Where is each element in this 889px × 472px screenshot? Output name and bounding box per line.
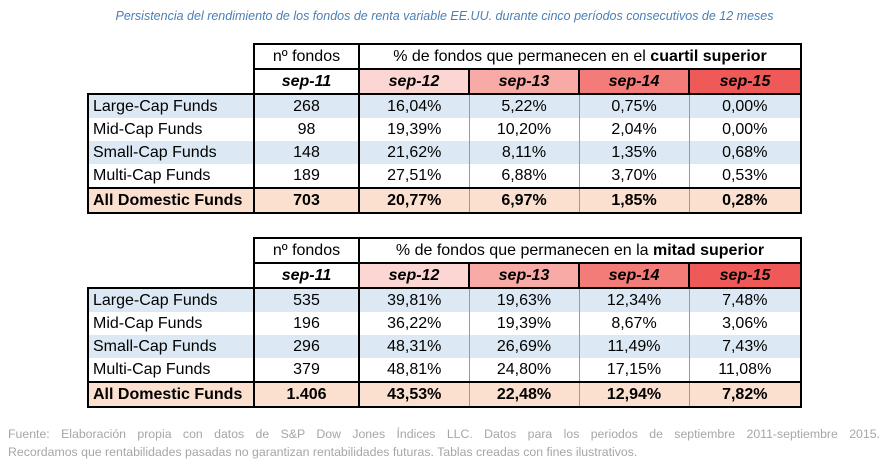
source-note: Fuente: Elaboración propia con datos de … — [8, 425, 880, 461]
row-label: Mid-Cap Funds — [87, 312, 255, 335]
year-header-sep-15: sep-15 — [687, 262, 803, 289]
pct-value: 11,49% — [579, 335, 690, 358]
total-row: All Domestic Funds 1.406 43,53% 22,48% 12,94… — [87, 381, 803, 408]
fondos-count: 296 — [254, 335, 360, 358]
fondos-count: 98 — [254, 118, 360, 141]
pct-value: 48,31% — [359, 335, 470, 358]
year-header-sep-15: sep-15 — [688, 68, 802, 95]
pct-value: 11,08% — [689, 358, 803, 382]
row-label: Large-Cap Funds — [87, 287, 255, 312]
table-row: Small-Cap Funds 296 48,31% 26,69% 11,49% 7,43… — [87, 335, 803, 358]
pct-value: 6,88% — [469, 164, 580, 188]
pct-value: 1,35% — [579, 141, 690, 164]
fondos-count: 268 — [254, 93, 360, 118]
header-blank-cell — [88, 44, 254, 69]
total-pct-value: 6,97% — [469, 187, 580, 214]
year-header-sep-11: sep-11 — [253, 68, 360, 95]
fondos-header: nº fondos — [253, 237, 360, 263]
total-fondos: 1.406 — [254, 381, 360, 408]
row-label: Small-Cap Funds — [87, 141, 255, 164]
source-line-1: Fuente: Elaboración propia con datos de … — [8, 427, 880, 441]
pct-value: 0,53% — [689, 164, 802, 188]
total-fondos: 703 — [254, 187, 360, 214]
persistence-table-1: nº fondos% de fondos que permanecen en e… — [87, 43, 802, 214]
total-label: All Domestic Funds — [87, 187, 255, 214]
group-header-bold: mitad superior — [652, 242, 765, 259]
header-blank-cell — [88, 263, 254, 288]
table-row: Large-Cap Funds 535 39,81% 19,63% 12,34% 7,48… — [87, 287, 803, 312]
pct-value: 19,63% — [469, 287, 580, 312]
chart-caption: Persistencia del rendimiento de los fond… — [115, 9, 774, 23]
row-label: Small-Cap Funds — [87, 335, 255, 358]
total-row: All Domestic Funds 703 20,77% 6,97% 1,85% 0,2… — [87, 187, 802, 214]
fondos-count: 379 — [254, 358, 360, 382]
pct-value: 17,15% — [579, 358, 690, 382]
year-header-sep-14: sep-14 — [578, 68, 690, 95]
pct-value: 0,75% — [579, 93, 690, 118]
pct-value: 39,81% — [359, 287, 470, 312]
row-label: Large-Cap Funds — [87, 93, 255, 118]
pct-value: 48,81% — [359, 358, 470, 382]
pct-value: 7,43% — [689, 335, 803, 358]
pct-value: 3,70% — [579, 164, 690, 188]
year-header-sep-12: sep-12 — [358, 262, 470, 289]
total-pct-value: 12,94% — [579, 381, 690, 408]
pct-value: 27,51% — [359, 164, 470, 188]
total-pct-value: 22,48% — [469, 381, 580, 408]
table-row: Multi-Cap Funds 189 27,51% 6,88% 3,70% 0,53% — [87, 164, 802, 188]
total-pct-value: 7,82% — [689, 381, 803, 408]
fondos-header: nº fondos — [253, 43, 360, 69]
year-header-sep-11: sep-11 — [253, 262, 360, 289]
persistence-table-2: nº fondos% de fondos que permanecen en l… — [87, 237, 803, 408]
year-header-sep-13: sep-13 — [468, 262, 580, 289]
pct-value: 19,39% — [469, 312, 580, 335]
pct-value: 8,67% — [579, 312, 690, 335]
table-row: Large-Cap Funds 268 16,04% 5,22% 0,75% 0,00% — [87, 93, 802, 118]
pct-value: 2,04% — [579, 118, 690, 141]
year-header-sep-14: sep-14 — [578, 262, 690, 289]
group-header-prefix: % de fondos que permanecen en la — [395, 242, 653, 259]
row-label: Multi-Cap Funds — [87, 358, 255, 382]
source-line-2: Recordamos que rentabilidades pasadas no… — [8, 445, 638, 459]
group-header: % de fondos que permanecen en la mitad s… — [357, 237, 803, 263]
pct-value: 24,80% — [469, 358, 580, 382]
pct-value: 12,34% — [579, 287, 690, 312]
pct-value: 0,00% — [689, 118, 802, 141]
header-blank-cell — [88, 238, 254, 263]
fondos-count: 196 — [254, 312, 360, 335]
row-label: Multi-Cap Funds — [87, 164, 255, 188]
pct-value: 5,22% — [469, 93, 580, 118]
year-header-sep-12: sep-12 — [358, 68, 470, 95]
fondos-count: 535 — [254, 287, 360, 312]
pct-value: 26,69% — [469, 335, 580, 358]
total-pct-value: 1,85% — [579, 187, 690, 214]
pct-value: 36,22% — [359, 312, 470, 335]
total-label: All Domestic Funds — [87, 381, 255, 408]
pct-value: 10,20% — [469, 118, 580, 141]
pct-value: 0,00% — [689, 93, 802, 118]
row-label: Mid-Cap Funds — [87, 118, 255, 141]
pct-value: 19,39% — [359, 118, 470, 141]
pct-value: 0,68% — [689, 141, 802, 164]
group-header-prefix: % de fondos que permanecen en el — [393, 48, 651, 65]
fondos-count: 148 — [254, 141, 360, 164]
table-row: Multi-Cap Funds 379 48,81% 24,80% 17,15% 11,0… — [87, 358, 803, 382]
table-row: Mid-Cap Funds 196 36,22% 19,39% 8,67% 3,06% — [87, 312, 803, 335]
pct-value: 7,48% — [689, 287, 803, 312]
pct-value: 3,06% — [689, 312, 803, 335]
total-pct-value: 43,53% — [359, 381, 470, 408]
pct-value: 16,04% — [359, 93, 470, 118]
group-header-bold: cuartil superior — [650, 48, 767, 65]
table-row: Small-Cap Funds 148 21,62% 8,11% 1,35% 0,68% — [87, 141, 802, 164]
group-header: % de fondos que permanecen en el cuartil… — [358, 43, 802, 69]
header-blank-cell — [88, 69, 254, 94]
year-header-sep-13: sep-13 — [468, 68, 580, 95]
pct-value: 21,62% — [359, 141, 470, 164]
total-pct-value: 20,77% — [359, 187, 470, 214]
table-row: Mid-Cap Funds 98 19,39% 10,20% 2,04% 0,00% — [87, 118, 802, 141]
fondos-count: 189 — [254, 164, 360, 188]
total-pct-value: 0,28% — [689, 187, 802, 214]
pct-value: 8,11% — [469, 141, 580, 164]
